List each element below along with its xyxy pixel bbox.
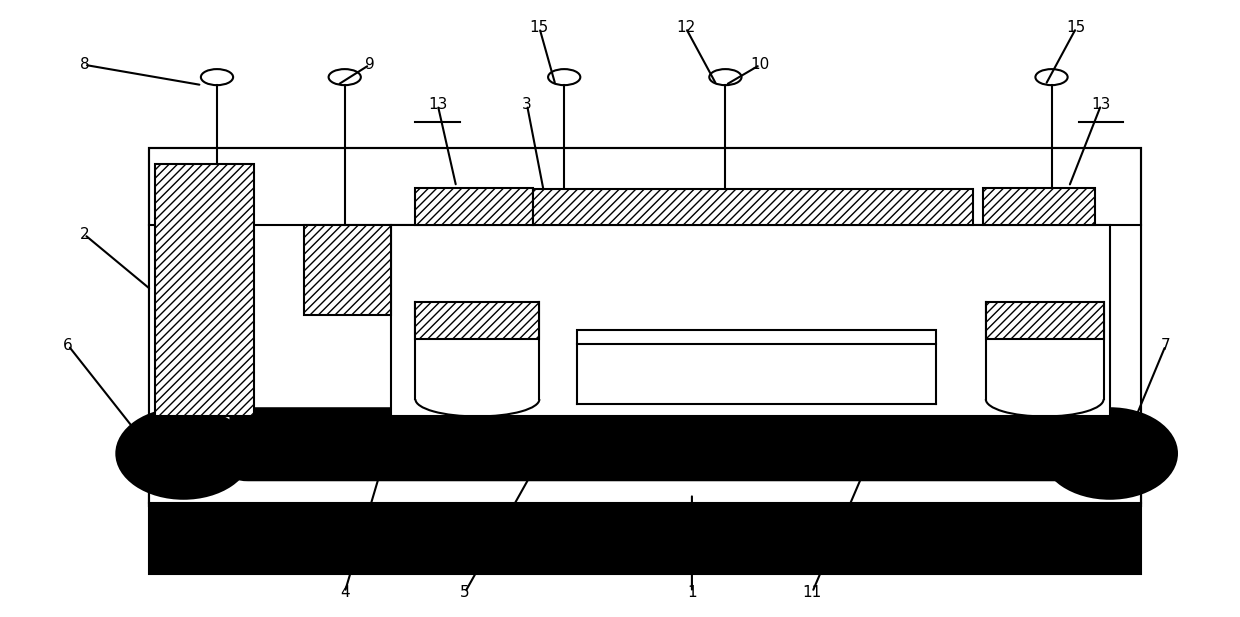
Text: 3: 3 bbox=[522, 97, 532, 112]
Bar bbox=[304, 225, 391, 315]
Text: 6: 6 bbox=[63, 338, 73, 353]
FancyBboxPatch shape bbox=[229, 407, 1079, 481]
Text: 13: 13 bbox=[428, 97, 448, 112]
Bar bbox=[415, 302, 539, 339]
Ellipse shape bbox=[1042, 407, 1178, 500]
Bar bbox=[577, 330, 936, 344]
Bar bbox=[149, 148, 1141, 506]
Text: 12: 12 bbox=[676, 20, 696, 35]
Text: 15: 15 bbox=[1066, 20, 1086, 35]
Bar bbox=[415, 188, 533, 225]
Text: 2: 2 bbox=[79, 227, 89, 242]
Text: 10: 10 bbox=[750, 57, 770, 72]
Bar bbox=[533, 189, 973, 225]
Bar bbox=[986, 302, 1104, 339]
Bar bbox=[391, 225, 1110, 416]
Text: 15: 15 bbox=[529, 20, 549, 35]
Text: 4: 4 bbox=[340, 585, 350, 600]
Bar bbox=[983, 188, 1095, 225]
Text: 5: 5 bbox=[460, 585, 470, 600]
Bar bbox=[149, 469, 1141, 503]
Text: 11: 11 bbox=[802, 585, 822, 600]
Bar bbox=[149, 225, 1141, 416]
Text: 8: 8 bbox=[79, 57, 89, 72]
Text: 9: 9 bbox=[365, 57, 374, 72]
Text: 1: 1 bbox=[687, 585, 697, 600]
Bar bbox=[149, 148, 1141, 506]
Text: 13: 13 bbox=[1091, 97, 1111, 112]
Ellipse shape bbox=[115, 407, 252, 500]
Bar bbox=[149, 503, 1141, 574]
Bar bbox=[155, 164, 254, 416]
Text: 7: 7 bbox=[1161, 338, 1171, 353]
